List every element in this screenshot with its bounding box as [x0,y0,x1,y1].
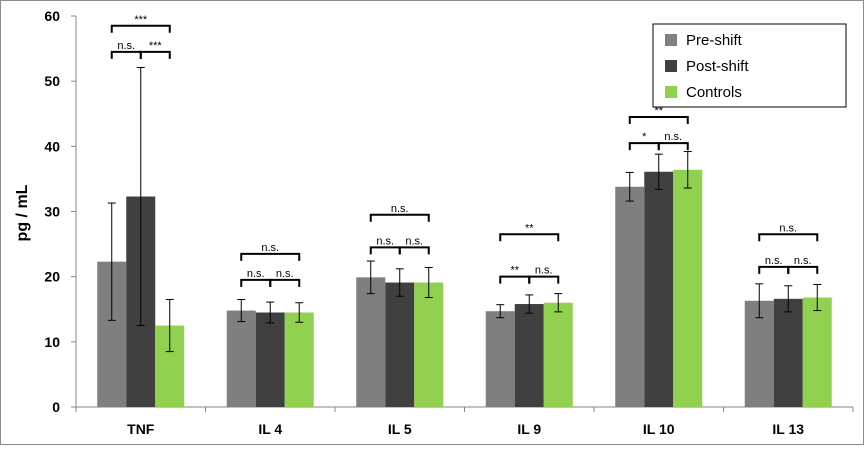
significance-bracket [369,213,430,222]
y-tick-label: 30 [44,204,60,220]
bar [414,282,444,407]
x-tick-label: TNF [127,421,155,437]
legend-swatch [665,34,677,46]
bar [744,300,774,407]
significance-bracket [787,265,819,274]
legend-swatch [665,86,677,98]
significance-bracket [758,265,790,274]
significance-bracket [139,50,171,59]
bar [385,282,415,407]
y-tick-label: 20 [44,269,60,285]
y-tick-label: 60 [44,8,60,24]
bar [356,277,386,407]
significance-bracket [499,275,531,284]
y-tick-label: 10 [44,334,60,350]
x-axis: TNF IL 4 IL 5 IL 9 IL 10 IL 13 [75,406,854,437]
significance-label: n.s. [117,40,135,52]
significance-label: n.s. [664,131,682,143]
bar [615,186,645,407]
y-ticks: 0 10 20 30 40 50 60 [44,8,76,415]
significance-label: ** [510,265,519,277]
significance-bracket [110,50,142,59]
significance-label: n.s. [391,203,409,215]
significance-bracket [398,246,430,255]
bar [255,312,285,407]
bar [644,171,674,407]
significance-bracket [269,278,301,287]
x-tick-label: IL 9 [517,421,541,437]
significance-label: n.s. [247,268,265,280]
x-tick-label: IL 13 [772,421,804,437]
y-axis: 0 10 20 30 40 50 60 pg / mL [14,8,77,415]
bar [802,297,832,407]
bar [485,311,515,407]
bar [284,312,314,407]
significance-label: n.s. [765,255,783,267]
bar [514,304,544,407]
bar [543,302,573,407]
y-tick-label: 0 [52,399,60,415]
significance-label: n.s. [794,255,812,267]
legend-label: Pre-shift [686,32,743,49]
significance-bracket [499,233,560,242]
bar [773,298,803,407]
y-tick-label: 50 [44,73,60,89]
significance-brackets: n.s. ******n.s. n.s.n.s.n.s. n.s.n.s.** n.s.… [110,14,819,287]
significance-label: n.s. [535,265,553,277]
significance-label: *** [149,40,163,52]
significance-bracket [240,252,301,261]
legend-items: Pre-shift Post-shift Controls [665,32,749,101]
bar [226,310,256,407]
x-tick-label: IL 4 [258,421,282,437]
bars [97,169,832,407]
legend: Pre-shift Post-shift Controls [652,23,847,108]
significance-label: ** [525,222,534,234]
significance-label: n.s. [779,222,797,234]
significance-label: n.s. [405,235,423,247]
legend-label: Post-shift [686,58,749,75]
significance-label: * [642,131,647,143]
error-bars [107,66,822,353]
significance-bracket [758,233,819,242]
significance-bracket [657,142,689,151]
x-ticks: TNF IL 4 IL 5 IL 9 IL 10 IL 13 [75,407,854,437]
legend-box [652,23,847,108]
legend-label: Controls [686,84,742,101]
significance-bracket [528,275,560,284]
bar [673,169,703,407]
y-axis-title: pg / mL [14,184,31,241]
significance-bracket [110,24,171,33]
significance-label: *** [134,14,148,26]
significance-label: n.s. [376,235,394,247]
significance-label: ** [654,105,663,117]
significance-bracket [369,246,401,255]
significance-bracket [240,278,272,287]
significance-bracket [628,142,660,151]
x-tick-label: IL 10 [643,421,675,437]
y-tick-label: 40 [44,138,60,154]
legend-swatch [665,60,677,72]
significance-label: n.s. [261,242,279,254]
x-tick-label: IL 5 [388,421,412,437]
significance-label: n.s. [276,268,294,280]
significance-bracket [628,116,689,125]
